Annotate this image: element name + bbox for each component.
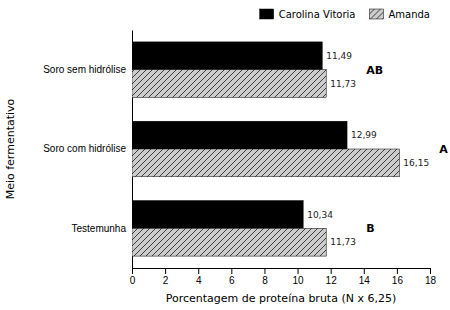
x-tick-label: 2 <box>163 275 169 286</box>
legend-swatch <box>260 9 274 19</box>
data-label: 11,73 <box>330 79 356 89</box>
x-tick-label: 8 <box>262 275 268 286</box>
x-tick-label: 4 <box>196 275 202 286</box>
x-axis-title: Porcentagem de proteína bruta (N x 6,25) <box>166 292 396 305</box>
x-tick-label: 10 <box>292 275 304 286</box>
chart: 0 2 4 6 8 10 12 14 16 18 Testemunha Soro com hidról… <box>0 0 450 310</box>
x-tick: 2 <box>163 268 169 286</box>
y-tick: Testemunha <box>72 223 132 234</box>
bar <box>132 70 326 98</box>
y-tick-label: Soro com hidrólise <box>43 143 126 154</box>
x-tick-label: 0 <box>130 275 136 286</box>
y-tick-label: Testemunha <box>72 223 127 234</box>
significance-label: A <box>439 143 448 156</box>
bar <box>132 121 347 149</box>
legend-label: Carolina Vitoria <box>279 9 356 20</box>
data-label: 12,99 <box>351 130 377 140</box>
x-tick-mark <box>430 268 431 274</box>
x-tick: 4 <box>196 268 202 286</box>
data-labels: 10,34 12,99 11,49 11,73 16,15 11,73 <box>307 51 429 247</box>
x-axis: 0 2 4 6 8 10 12 14 16 18 <box>130 268 437 286</box>
x-tick: 12 <box>326 268 338 286</box>
x-tick-mark <box>364 268 365 274</box>
legend: Carolina Vitoria Amanda <box>260 9 430 20</box>
bar <box>132 42 322 70</box>
annotations: B A AB <box>366 64 448 236</box>
data-label: 11,49 <box>326 51 352 61</box>
x-tick-label: 14 <box>359 275 371 286</box>
x-tick-mark <box>397 268 398 274</box>
x-tick: 0 <box>130 268 136 286</box>
y-axis-title: Meio fermentativo <box>4 98 17 199</box>
plot: 0 2 4 6 8 10 12 14 16 18 Testemunha Soro com hidról… <box>43 31 448 287</box>
bars <box>132 42 399 256</box>
x-tick-label: 16 <box>392 275 404 286</box>
bar <box>132 201 303 229</box>
bar <box>132 228 326 256</box>
x-tick-mark <box>264 268 265 274</box>
y-tick: Soro com hidrólise <box>43 143 132 154</box>
x-tick-mark <box>132 268 133 274</box>
x-tick: 18 <box>425 268 437 286</box>
x-tick-mark <box>198 268 199 274</box>
significance-label: AB <box>366 64 383 77</box>
y-tick-label: Soro sem hidrólise <box>43 64 126 75</box>
significance-label: B <box>366 222 374 235</box>
x-tick: 10 <box>292 268 304 286</box>
x-tick-label: 6 <box>229 275 235 286</box>
bar <box>132 149 399 177</box>
x-tick-mark <box>298 268 299 274</box>
y-tick: Soro sem hidrólise <box>43 64 132 75</box>
x-tick-mark <box>331 268 332 274</box>
legend-item: Carolina Vitoria <box>260 9 356 20</box>
legend-swatch <box>369 9 383 19</box>
x-tick: 6 <box>229 268 235 286</box>
legend-item: Amanda <box>369 9 430 20</box>
x-tick-label: 18 <box>425 275 437 286</box>
legend-label: Amanda <box>388 9 430 20</box>
data-label: 16,15 <box>403 158 429 168</box>
x-tick-mark <box>231 268 232 274</box>
y-axis: Testemunha Soro com hidrólise Soro sem hid… <box>43 31 132 269</box>
x-tick: 14 <box>359 268 371 286</box>
data-label: 11,73 <box>330 237 356 247</box>
x-tick: 16 <box>392 268 404 286</box>
x-tick: 8 <box>262 268 268 286</box>
x-axis-line <box>133 269 431 275</box>
data-label: 10,34 <box>307 210 333 220</box>
x-tick-label: 12 <box>326 275 338 286</box>
x-tick-mark <box>165 268 166 274</box>
